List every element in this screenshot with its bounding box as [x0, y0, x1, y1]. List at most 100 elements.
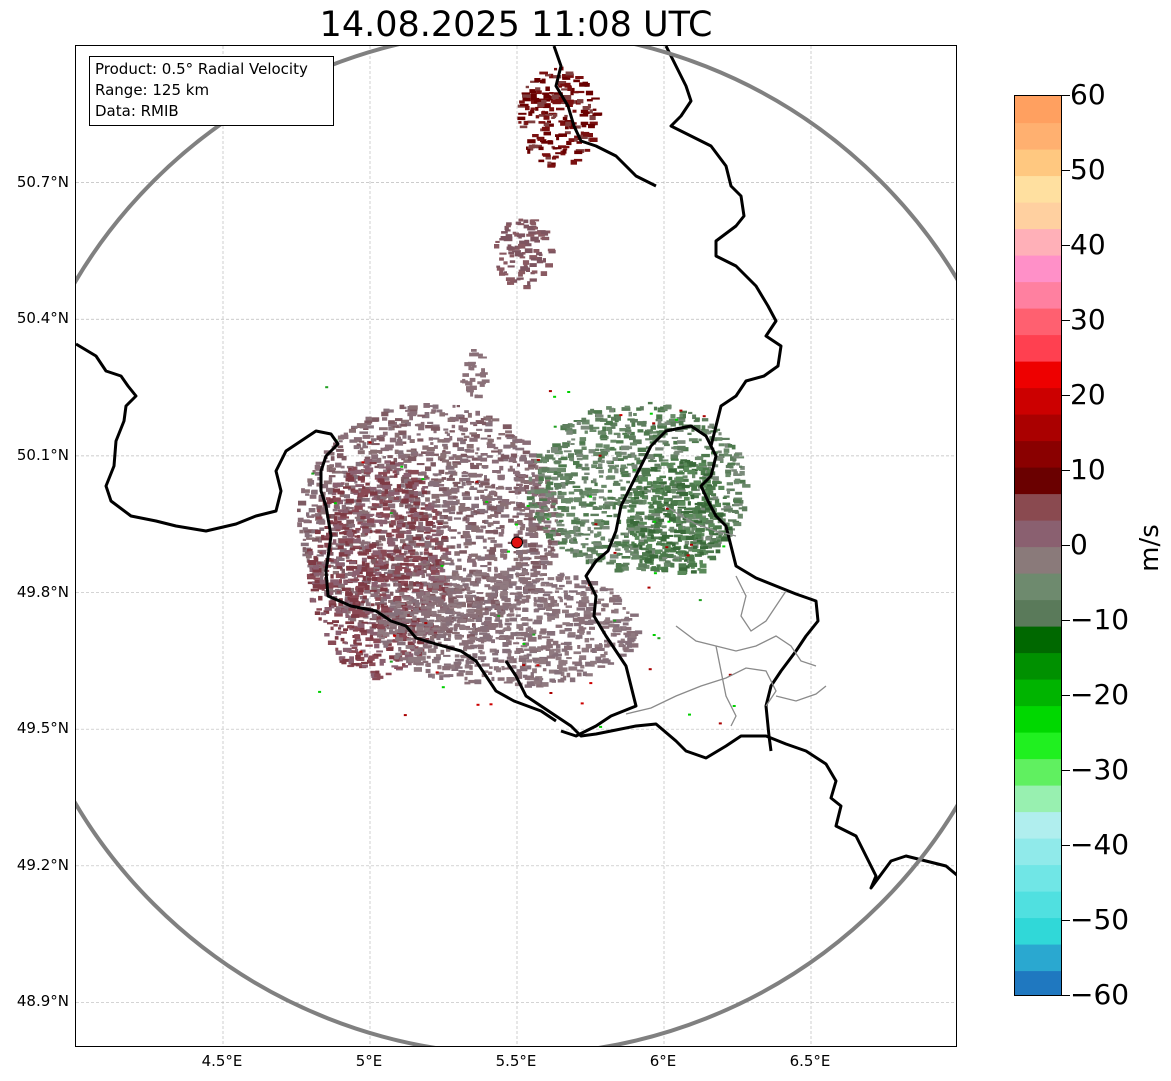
echo-pixel: [438, 526, 446, 529]
echo-pixel: [326, 467, 331, 472]
echo-pixel: [684, 496, 690, 501]
echo-pixel: [593, 410, 603, 414]
echo-pixel: [314, 513, 320, 518]
echo-pixel: [379, 564, 389, 569]
echo-pixel: [545, 582, 553, 587]
echo-pixel: [526, 94, 532, 98]
radar-map[interactable]: [75, 45, 957, 1047]
echo-pixel: [442, 500, 447, 504]
echo-pixel: [530, 219, 540, 222]
echo-pixel: [657, 440, 667, 443]
echo-pixel: [733, 480, 740, 484]
echo-pixel: [648, 539, 654, 542]
echo-pixel: [365, 644, 373, 647]
subdivision-line: [675, 625, 817, 667]
echo-pixel: [573, 532, 582, 537]
echo-pixel: [401, 479, 407, 484]
echo-pixel: [321, 564, 327, 567]
echo-pixel: [690, 542, 697, 545]
echo-pixel: [531, 493, 537, 497]
echo-pixel: [439, 675, 444, 680]
echo-pixel: [650, 534, 654, 539]
echo-pixel: [415, 525, 421, 530]
echo-pixel: [475, 577, 482, 582]
echo-pixel: [578, 501, 587, 506]
echo-pixel: [610, 422, 618, 427]
echo-pixel: [447, 526, 451, 531]
echo-pixel: [529, 219, 536, 225]
echo-pixel: [573, 622, 582, 627]
echo-pixel: [517, 563, 526, 566]
echo-pixel: [552, 640, 559, 646]
echo-pixel: [645, 558, 652, 563]
echo-pixel: [424, 622, 434, 627]
echo-pixel: [506, 604, 511, 609]
colorbar-tick: [1062, 845, 1070, 846]
echo-pixel: [376, 584, 384, 589]
echo-pixel: [589, 619, 597, 624]
echo-pixel: [550, 598, 555, 604]
echo-pixel: [361, 488, 371, 493]
echo-pixel: [717, 450, 722, 454]
echo-pixel: [564, 646, 573, 651]
echo-pixel: [476, 353, 483, 357]
echo-pixel: [432, 579, 437, 585]
velocity-colorbar: [1014, 95, 1062, 996]
echo-pixel: [484, 519, 489, 524]
echo-pixel: [490, 580, 496, 583]
echo-pixel: [706, 497, 715, 501]
echo-pixel: [508, 583, 513, 589]
echo-pixel: [431, 524, 436, 528]
echo-pixel: [338, 579, 342, 584]
echo-pixel: [487, 567, 492, 572]
echo-pixel: [443, 602, 447, 606]
echo-pixel: [314, 579, 320, 584]
echo-pixel: [589, 429, 597, 432]
echo-pixel: [607, 475, 616, 480]
echo-pixel: [475, 452, 479, 455]
echo-pixel: [527, 146, 534, 151]
echo-pixel: [367, 657, 375, 661]
echo-pixel: [529, 629, 537, 635]
echo-pixel: [735, 491, 743, 495]
echo-pixel: [416, 592, 425, 597]
echo-pixel: [662, 503, 671, 507]
echo-pixel: [491, 604, 496, 609]
echo-pixel: [622, 539, 630, 543]
echo-pixel: [394, 473, 398, 478]
echo-pixel: [568, 666, 578, 671]
colorbar-swatch: [1015, 705, 1061, 733]
echo-pixel: [643, 431, 650, 436]
echo-pixel: [628, 446, 633, 450]
echo-pixel: [539, 657, 545, 663]
echo-pixel: [340, 493, 344, 497]
echo-pixel: [603, 497, 607, 501]
echo-pixel: [448, 509, 456, 512]
echo-pixel: [488, 550, 495, 555]
echo-pixel: [616, 542, 622, 546]
echo-pixel: [589, 137, 598, 142]
echo-pixel: [316, 608, 322, 611]
echo-pixel: [574, 150, 583, 155]
echo-pixel: [497, 474, 504, 480]
echo-pixel: [443, 502, 453, 505]
echo-pixel: [619, 642, 623, 647]
echo-pixel: [338, 440, 343, 443]
echo-pixel: [668, 528, 677, 531]
echo-pixel: [403, 557, 409, 563]
echo-pixel: [430, 411, 436, 414]
echo-pixel: [504, 597, 511, 603]
echo-pixel: [505, 486, 512, 490]
echo-pixel: [308, 508, 316, 513]
echo-speckle: [632, 469, 636, 472]
echo-pixel: [568, 122, 576, 128]
echo-pixel: [442, 508, 451, 513]
echo-pixel: [375, 475, 383, 479]
echo-pixel: [505, 659, 514, 664]
echo-pixel: [561, 483, 566, 489]
echo-pixel: [523, 219, 529, 224]
echo-pixel: [526, 581, 532, 584]
echo-pixel: [462, 496, 472, 500]
echo-pixel: [410, 513, 417, 518]
echo-pixel: [392, 639, 399, 643]
